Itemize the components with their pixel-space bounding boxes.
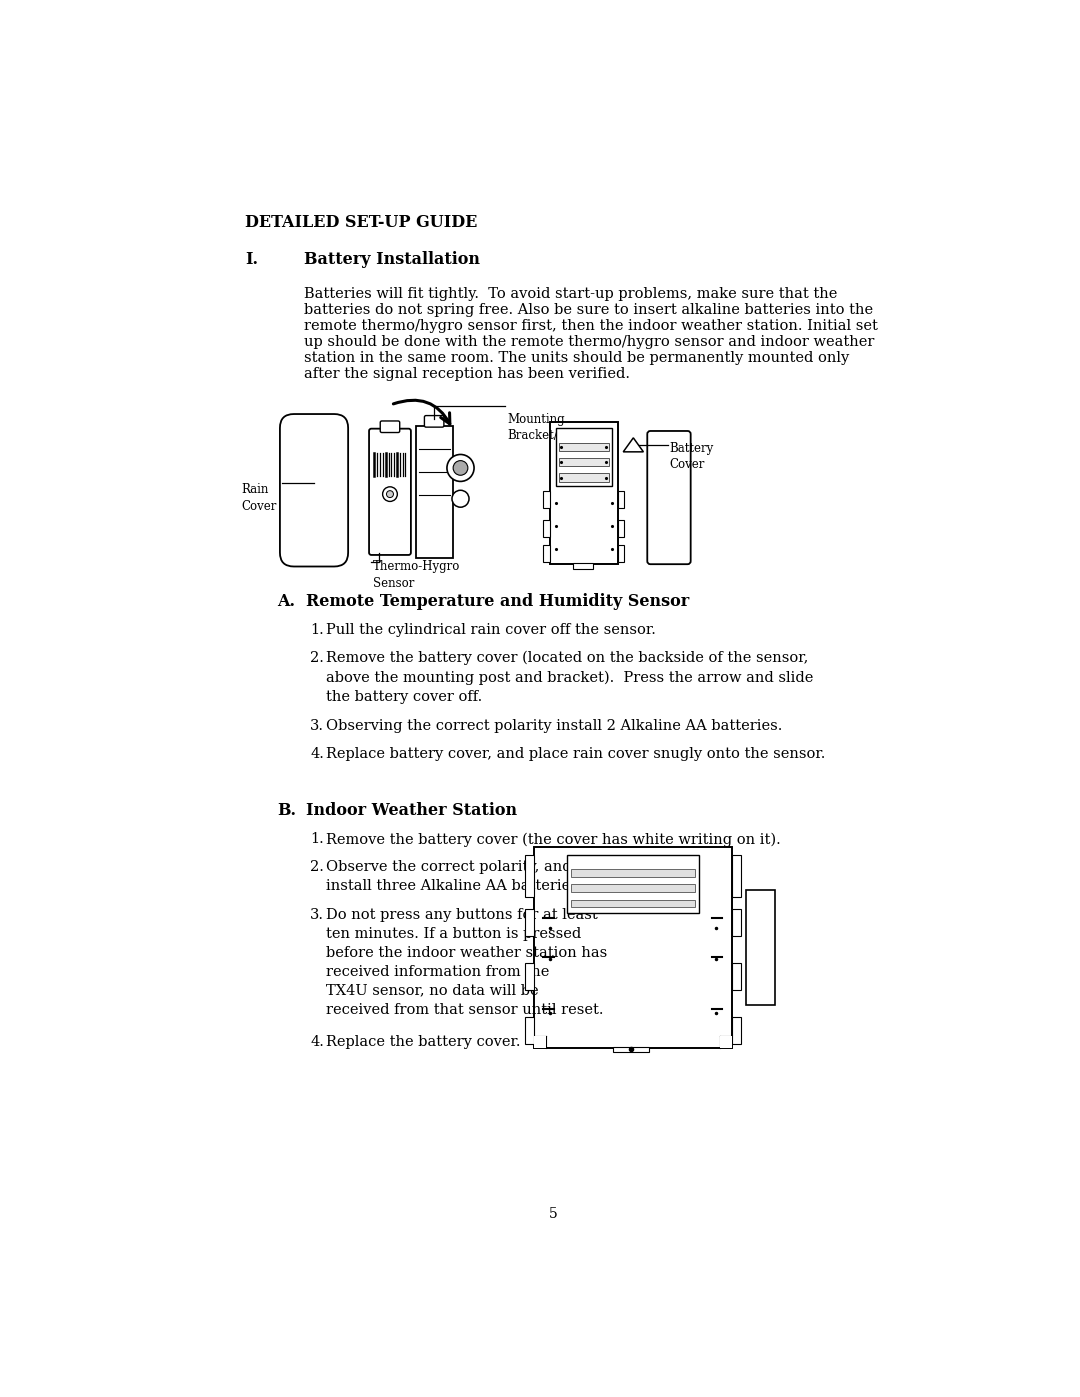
Text: Battery
Cover: Battery Cover xyxy=(670,441,714,471)
Bar xyxy=(618,520,624,538)
Text: station in the same room. The units should be permanently mounted only: station in the same room. The units shou… xyxy=(303,351,849,365)
Bar xyxy=(550,422,618,564)
Bar xyxy=(543,545,550,562)
Bar xyxy=(732,1017,741,1044)
Bar xyxy=(556,427,611,486)
Text: 4.: 4. xyxy=(310,1035,324,1049)
Text: Remote Temperature and Humidity Sensor: Remote Temperature and Humidity Sensor xyxy=(306,592,689,609)
Bar xyxy=(618,490,624,509)
Text: batteries do not spring free. Also be sure to insert alkaline batteries into the: batteries do not spring free. Also be su… xyxy=(303,303,873,317)
Bar xyxy=(720,1037,732,1048)
FancyBboxPatch shape xyxy=(424,415,444,427)
FancyBboxPatch shape xyxy=(369,429,410,555)
Text: after the signal reception has been verified.: after the signal reception has been veri… xyxy=(303,366,630,380)
Text: 1.: 1. xyxy=(310,623,324,637)
Text: A.: A. xyxy=(276,592,295,609)
FancyBboxPatch shape xyxy=(380,420,400,433)
FancyBboxPatch shape xyxy=(573,563,593,569)
Bar xyxy=(559,443,608,451)
Bar xyxy=(571,869,694,877)
Text: Replace the battery cover.: Replace the battery cover. xyxy=(326,1035,521,1049)
FancyBboxPatch shape xyxy=(613,1046,649,1052)
Bar xyxy=(525,963,535,990)
Bar xyxy=(543,520,550,538)
Bar xyxy=(416,426,453,557)
Text: Thermo-Hygro
Sensor: Thermo-Hygro Sensor xyxy=(373,560,460,590)
Circle shape xyxy=(454,461,468,475)
Text: Battery Installation: Battery Installation xyxy=(303,251,480,268)
Bar xyxy=(559,474,608,482)
Bar xyxy=(559,458,608,467)
Text: Do not press any buttons for at least
ten minutes. If a button is pressed
before: Do not press any buttons for at least te… xyxy=(326,908,607,1017)
Circle shape xyxy=(382,486,397,502)
FancyBboxPatch shape xyxy=(280,414,348,567)
Text: remote thermo/hygro sensor first, then the indoor weather station. Initial set: remote thermo/hygro sensor first, then t… xyxy=(303,319,878,332)
Bar xyxy=(525,1017,535,1044)
Text: 5: 5 xyxy=(549,1207,558,1221)
Text: Remove the battery cover (located on the backside of the sensor,
above the mount: Remove the battery cover (located on the… xyxy=(326,651,813,704)
Text: Observe the correct polarity, and
install three Alkaline AA batteries.: Observe the correct polarity, and instal… xyxy=(326,861,582,893)
Text: DETAILED SET-UP GUIDE: DETAILED SET-UP GUIDE xyxy=(245,214,477,231)
Text: Rain
Cover: Rain Cover xyxy=(241,483,276,513)
Bar xyxy=(535,1037,545,1048)
Circle shape xyxy=(387,490,393,497)
Bar xyxy=(732,963,741,990)
FancyBboxPatch shape xyxy=(389,522,395,527)
Text: 1.: 1. xyxy=(310,833,324,847)
Circle shape xyxy=(451,490,469,507)
Text: B.: B. xyxy=(276,802,296,819)
Bar xyxy=(571,900,694,908)
Text: 3.: 3. xyxy=(310,718,324,732)
Bar xyxy=(543,490,550,509)
Text: Mounting
Bracket/Recent: Mounting Bracket/Recent xyxy=(507,412,599,441)
Bar xyxy=(535,848,732,1048)
Text: 3.: 3. xyxy=(310,908,324,922)
Bar xyxy=(567,855,699,912)
Bar xyxy=(618,545,624,562)
Text: 4.: 4. xyxy=(310,746,324,760)
Text: Pull the cylindrical rain cover off the sensor.: Pull the cylindrical rain cover off the … xyxy=(326,623,656,637)
Text: Indoor Weather Station: Indoor Weather Station xyxy=(306,802,516,819)
Bar xyxy=(571,884,694,893)
Polygon shape xyxy=(623,437,644,451)
Text: Replace battery cover, and place rain cover snugly onto the sensor.: Replace battery cover, and place rain co… xyxy=(326,746,825,760)
Text: Remove the battery cover (the cover has white writing on it).: Remove the battery cover (the cover has … xyxy=(326,833,781,847)
Text: I.: I. xyxy=(245,251,258,268)
Circle shape xyxy=(447,454,474,482)
Text: Batteries will fit tightly.  To avoid start-up problems, make sure that the: Batteries will fit tightly. To avoid sta… xyxy=(303,286,837,300)
Text: 2.: 2. xyxy=(310,651,324,665)
Bar xyxy=(525,909,535,936)
FancyBboxPatch shape xyxy=(378,522,384,527)
Bar xyxy=(525,855,535,897)
Bar xyxy=(732,855,741,897)
Text: up should be done with the remote thermo/hygro sensor and indoor weather: up should be done with the remote thermo… xyxy=(303,335,875,349)
Bar xyxy=(745,890,775,1006)
Text: 2.: 2. xyxy=(310,861,324,875)
Text: Observing the correct polarity install 2 Alkaline AA batteries.: Observing the correct polarity install 2… xyxy=(326,718,782,732)
FancyBboxPatch shape xyxy=(647,432,691,564)
Bar xyxy=(732,909,741,936)
